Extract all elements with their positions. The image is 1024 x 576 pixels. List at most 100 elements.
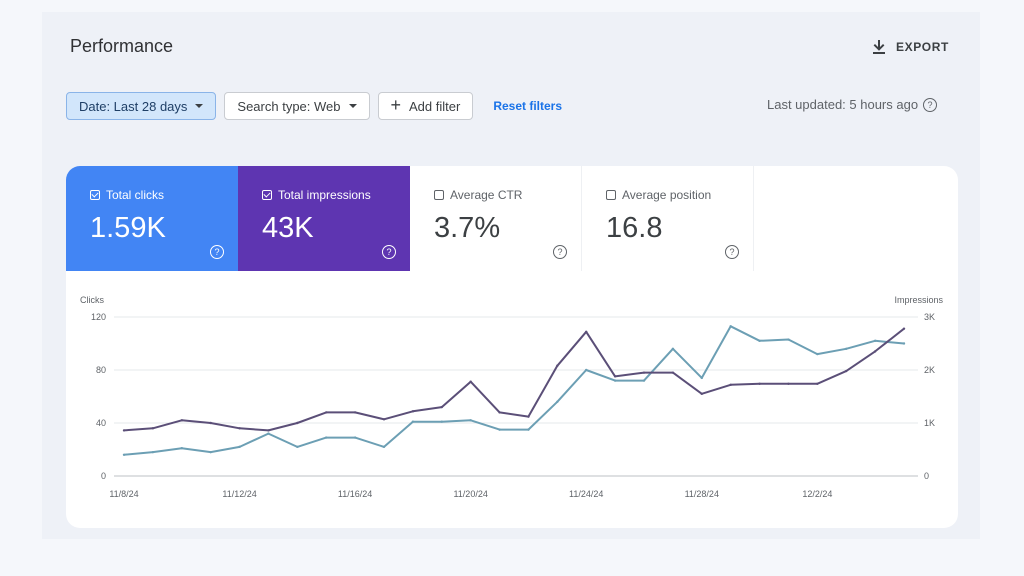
data-point-clicks: [642, 379, 646, 382]
data-point-impressions: [151, 427, 155, 430]
data-point-clicks: [296, 445, 299, 449]
performance-card: Total clicks 1.59K ? Total impressions 4…: [66, 166, 958, 528]
metric-total-clicks[interactable]: Total clicks 1.59K ?: [66, 166, 238, 271]
data-point-clicks: [325, 436, 328, 439]
data-point-impressions: [700, 392, 703, 396]
help-icon[interactable]: ?: [210, 245, 224, 259]
metric-value: 1.59K: [90, 212, 166, 244]
data-point-impressions: [585, 330, 588, 334]
page-title: Performance: [70, 36, 174, 56]
y-left-tick-label: 80: [96, 365, 106, 375]
x-tick-label: 11/12/24: [222, 489, 256, 499]
y-right-tick-label: 3K: [924, 312, 935, 322]
reset-filters-link[interactable]: Reset filters: [493, 99, 563, 113]
y-left-axis-label: Clicks: [80, 295, 104, 305]
checkbox-checked-icon[interactable]: [262, 190, 272, 200]
data-point-clicks: [787, 338, 790, 341]
date-filter-chip[interactable]: Date: Last 28 days: [66, 92, 217, 120]
data-point-impressions: [440, 405, 443, 409]
date-filter-label: Date: Last 28 days: [79, 98, 188, 114]
data-point-impressions: [556, 364, 559, 367]
data-point-clicks: [209, 450, 212, 454]
data-point-clicks: [671, 347, 675, 350]
export-label: EXPORT: [896, 40, 949, 54]
data-point-impressions: [238, 427, 241, 430]
data-point-impressions: [122, 429, 126, 432]
x-tick-label: 11/28/24: [685, 489, 719, 499]
data-point-impressions: [758, 382, 761, 385]
metric-label: Average position: [622, 188, 712, 202]
plus-icon: +: [390, 95, 402, 115]
data-point-impressions: [267, 429, 270, 432]
metric-value: 16.8: [606, 212, 663, 244]
metric-average-ctr[interactable]: Average CTR 3.7% ?: [410, 166, 582, 271]
series-line-impressions: [123, 327, 905, 432]
data-point-impressions: [613, 375, 617, 378]
data-point-impressions: [296, 421, 299, 425]
data-point-clicks: [382, 445, 386, 449]
data-point-clicks: [585, 368, 588, 372]
checkbox-checked-icon[interactable]: [90, 190, 100, 200]
data-point-clicks: [267, 432, 270, 435]
data-point-clicks: [353, 436, 357, 439]
data-point-clicks: [729, 325, 732, 328]
data-point-clicks: [816, 352, 819, 356]
y-left-tick-label: 120: [91, 312, 106, 322]
y-left-tick-label: 40: [96, 418, 106, 428]
data-point-impressions: [816, 382, 819, 385]
last-updated-text: Last updated: 5 hours ago: [767, 97, 919, 112]
dropdown-caret-icon: [195, 104, 204, 108]
data-point-impressions: [325, 411, 328, 414]
data-point-impressions: [353, 411, 357, 414]
help-icon[interactable]: ?: [553, 245, 567, 259]
data-point-impressions: [729, 383, 732, 387]
data-point-impressions: [209, 421, 212, 425]
data-point-clicks: [122, 453, 126, 456]
metric-label: Total clicks: [106, 188, 165, 202]
data-point-impressions: [527, 415, 530, 418]
series-line-clicks: [123, 325, 905, 456]
y-right-tick-label: 0: [924, 471, 929, 481]
performance-chart[interactable]: 0 0 40 1K 80 2K 120 3K Clicks Impressions 11/8/24 1…: [66, 166, 958, 528]
metric-label-row: Total clicks: [90, 188, 238, 202]
data-point-clicks: [758, 339, 761, 343]
checkbox-unchecked-icon[interactable]: [434, 190, 444, 200]
data-point-clicks: [873, 339, 877, 343]
checkbox-unchecked-icon[interactable]: [606, 190, 616, 200]
search-type-label: Search type: Web: [237, 98, 341, 114]
help-icon[interactable]: ?: [923, 97, 938, 112]
y-right-axis-label: Impressions: [894, 295, 943, 305]
data-point-impressions: [902, 327, 906, 330]
search-type-chip[interactable]: Search type: Web: [224, 92, 370, 120]
metric-label-row: Average position: [606, 188, 753, 202]
metric-label-row: Average CTR: [434, 188, 581, 202]
y-right-tick-label: 2K: [924, 365, 935, 375]
data-point-clicks: [902, 342, 906, 345]
data-point-clicks: [498, 428, 501, 431]
data-point-clicks: [469, 419, 472, 422]
y-right-tick-label: 1K: [924, 418, 935, 428]
data-point-impressions: [180, 419, 183, 422]
x-tick-label: 11/8/24: [109, 489, 138, 499]
data-point-impressions: [787, 382, 790, 385]
data-point-clicks: [180, 446, 183, 450]
filter-bar: Date: Last 28 days Search type: Web + Ad…: [66, 91, 562, 121]
y-left-tick-label: 0: [101, 471, 106, 481]
metric-average-position[interactable]: Average position 16.8 ?: [582, 166, 754, 271]
help-icon[interactable]: ?: [382, 245, 396, 259]
add-filter-button[interactable]: + Add filter: [377, 92, 474, 120]
metric-value: 3.7%: [434, 212, 501, 244]
metric-label: Average CTR: [450, 188, 523, 202]
export-button[interactable]: EXPORT: [870, 38, 949, 56]
metric-label-row: Total impressions: [262, 188, 410, 202]
data-point-clicks: [151, 450, 155, 454]
data-point-clicks: [440, 420, 443, 423]
data-point-impressions: [469, 380, 472, 383]
data-point-impressions: [671, 371, 675, 374]
add-filter-label: Add filter: [409, 98, 461, 114]
data-point-impressions: [411, 410, 415, 413]
data-point-clicks: [700, 376, 703, 380]
help-icon[interactable]: ?: [725, 245, 739, 259]
data-point-impressions: [642, 371, 646, 374]
metric-total-impressions[interactable]: Total impressions 43K ?: [238, 166, 410, 271]
